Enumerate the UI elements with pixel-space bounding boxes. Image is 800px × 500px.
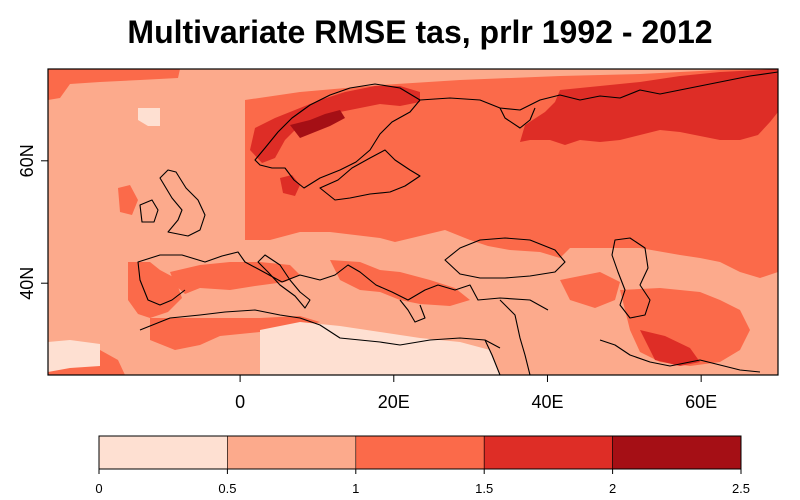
coastlines — [137, 71, 778, 375]
x-tick-label: 60E — [685, 392, 717, 412]
colorbar-label: 1.5 — [475, 481, 493, 496]
rmse-cell — [520, 69, 778, 145]
colorbar-bin — [98, 435, 228, 470]
rmse-cell — [150, 316, 320, 350]
coastline-aegean — [399, 299, 426, 323]
y-axis: 40N 60N — [17, 144, 48, 300]
map-frame — [47, 68, 779, 376]
coastline-italy — [257, 254, 311, 309]
x-tick-label: 20E — [378, 392, 410, 412]
rmse-cell — [560, 272, 620, 308]
y-tick-label: 40N — [17, 267, 37, 300]
colorbar-bin — [612, 435, 742, 470]
coastline-baltic — [319, 149, 421, 201]
y-tick-label: 60N — [17, 144, 37, 177]
rmse-cell — [48, 69, 180, 100]
coastline-red-sea — [484, 339, 501, 375]
colorbar-label: 0 — [95, 481, 102, 496]
rmse-cell — [138, 108, 160, 126]
coastline-uk — [159, 169, 206, 237]
x-axis: 0 20E 40E 60E — [235, 375, 717, 412]
x-tick-label: 0 — [235, 392, 245, 412]
rmse-field — [48, 69, 778, 375]
colorbar-bin — [227, 435, 357, 470]
coastline-north-russia — [419, 71, 778, 111]
colorbar-label: 2 — [609, 481, 616, 496]
coastline-middle-east — [499, 299, 531, 375]
coastline-caspian-sea — [611, 237, 651, 319]
map-panel — [47, 68, 779, 376]
rmse-cell — [170, 262, 300, 294]
colorbar-bin — [483, 435, 613, 470]
colorbar: 0 0.5 1 1.5 2 2.5 — [95, 435, 750, 496]
coastline-white-sea — [499, 107, 536, 129]
rmse-cell — [128, 262, 182, 318]
x-tick-label: 40E — [531, 392, 563, 412]
coastline-persian-gulf — [599, 339, 761, 373]
coastline-europe — [137, 251, 549, 311]
coastline-scandinavia — [254, 83, 421, 189]
rmse-cell — [250, 86, 420, 163]
colorbar-label: 2.5 — [732, 481, 750, 496]
rmse-cell — [118, 185, 138, 215]
colorbar-bin — [355, 435, 485, 470]
coastline-black-sea — [444, 237, 566, 279]
rmse-cell — [260, 322, 500, 375]
rmse-cell — [330, 260, 470, 306]
coastline-ireland — [139, 199, 159, 223]
rmse-cell — [640, 330, 700, 366]
coastline-north-africa — [139, 309, 501, 349]
map-title: Multivariate RMSE tas, prlr 1992 - 2012 — [127, 14, 713, 50]
colorbar-label: 1 — [352, 481, 359, 496]
colorbar-frame — [98, 435, 742, 470]
colorbar-label: 0.5 — [218, 481, 236, 496]
rmse-cell — [290, 110, 345, 138]
rmse-cell — [48, 340, 100, 372]
